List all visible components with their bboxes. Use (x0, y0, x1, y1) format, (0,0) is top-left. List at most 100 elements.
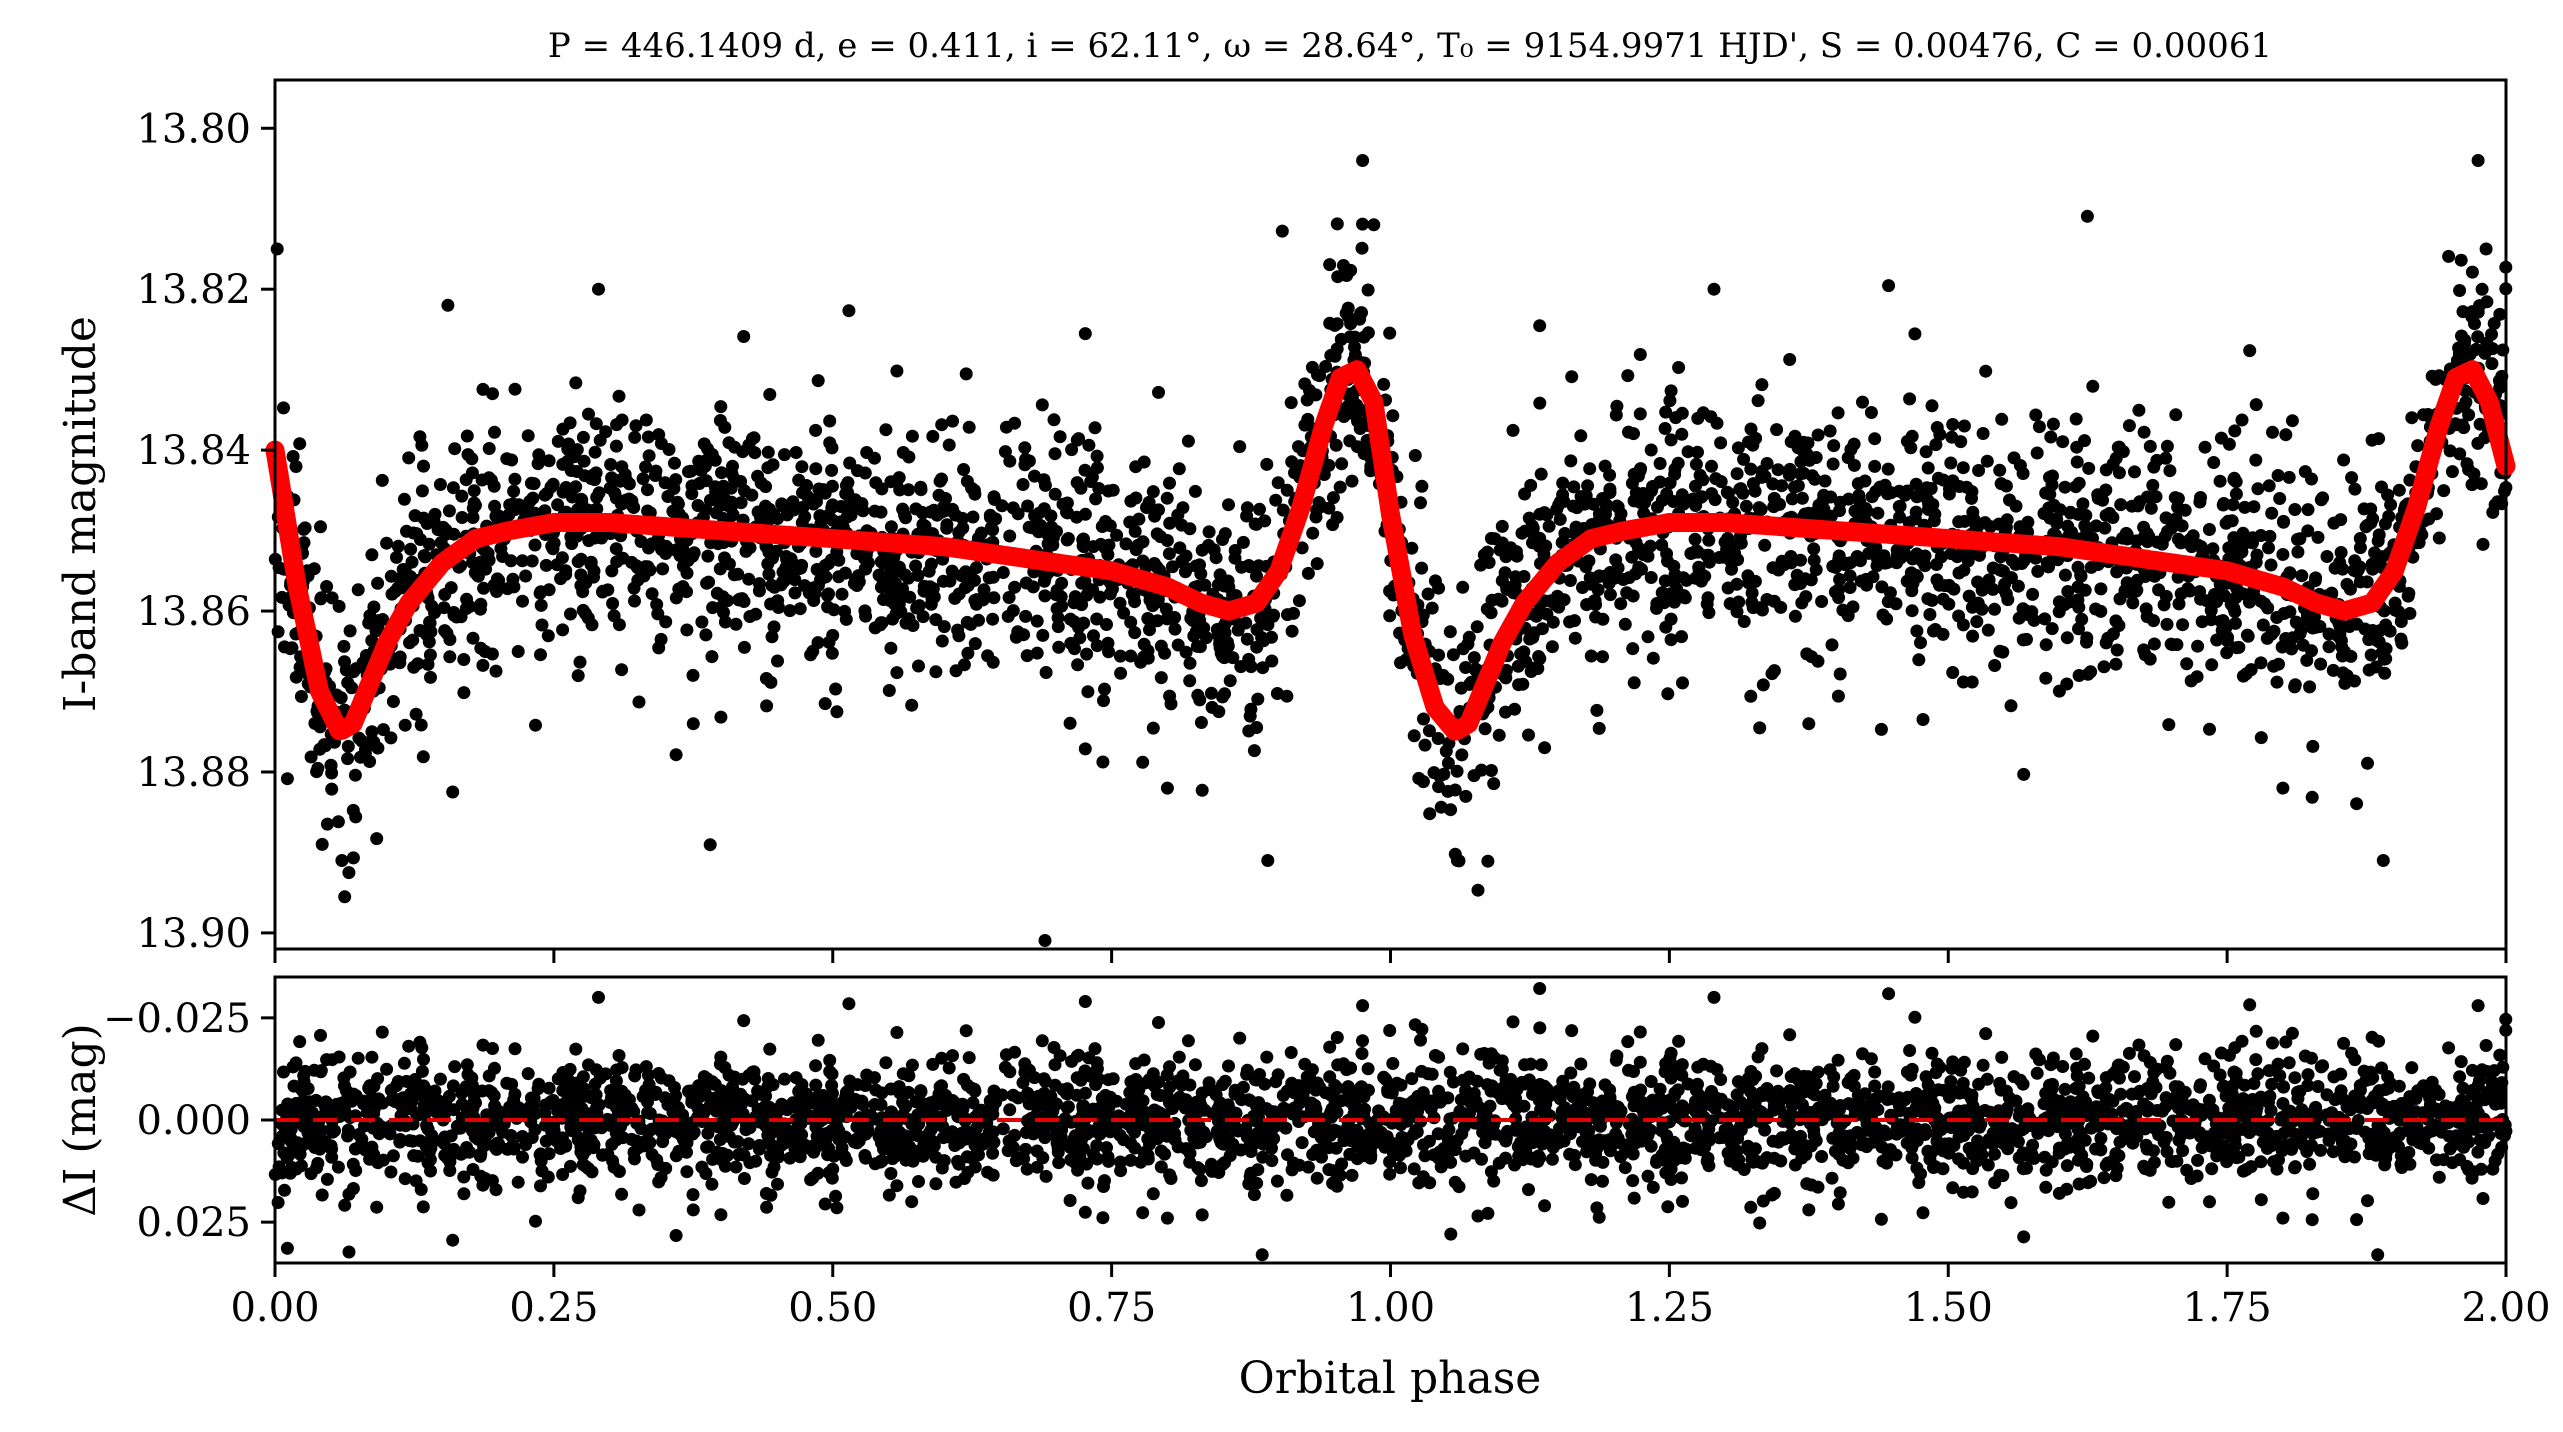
data-point (2133, 495, 2146, 508)
data-point (710, 493, 723, 506)
residual-point (2162, 1196, 2175, 1209)
data-point (2470, 343, 2483, 356)
data-point (1216, 690, 1229, 703)
data-point (1124, 650, 1137, 663)
data-point (1533, 508, 1546, 521)
data-point (748, 446, 761, 459)
residual-point (1471, 1075, 1484, 1088)
data-point (2255, 731, 2268, 744)
data-point (1860, 573, 1873, 586)
data-point (1031, 647, 1044, 660)
data-point (968, 488, 981, 501)
residual-point (343, 1246, 356, 1259)
data-point (2337, 454, 2350, 467)
residual-point (1634, 1026, 1647, 1039)
data-point (2181, 536, 2194, 549)
residual-point (1036, 1034, 1049, 1047)
data-point (1038, 589, 1051, 602)
data-point (1089, 421, 1102, 434)
data-point (2130, 585, 2143, 598)
residual-point (884, 1167, 897, 1180)
data-point (1196, 784, 1209, 797)
data-point (1880, 613, 1893, 626)
data-point (743, 610, 756, 623)
data-point (699, 628, 712, 641)
data-point (1807, 542, 1820, 555)
data-point (2392, 605, 2405, 618)
data-point (2485, 328, 2498, 341)
data-point (1472, 884, 1485, 897)
data-point (1922, 462, 1935, 475)
data-point (1574, 429, 1587, 442)
data-point (1778, 558, 1791, 571)
data-point (663, 443, 676, 456)
data-point (875, 506, 888, 519)
data-point (1593, 722, 1606, 735)
data-point (1952, 610, 1965, 623)
residual-point (314, 1029, 327, 1042)
data-point (2272, 469, 2285, 482)
data-point (1163, 477, 1176, 490)
data-point (574, 656, 587, 669)
data-point (315, 591, 328, 604)
data-point (1017, 478, 1030, 491)
data-point (725, 467, 738, 480)
data-point (2010, 500, 2023, 513)
data-point (2321, 550, 2334, 563)
data-point (1441, 785, 1454, 798)
data-point (1012, 507, 1025, 520)
residual-point (705, 1178, 718, 1191)
data-point (686, 479, 699, 492)
data-point (1564, 454, 1577, 467)
residual-point (2250, 1025, 2263, 1038)
data-point (1676, 488, 1689, 501)
data-point (418, 549, 431, 562)
data-point (610, 440, 623, 453)
data-point (1848, 459, 1861, 472)
data-point (2263, 479, 2276, 492)
data-point (1301, 413, 1314, 426)
residual-point (760, 1187, 773, 1200)
data-point (615, 663, 628, 676)
data-point (819, 570, 832, 583)
data-point (1665, 384, 1678, 397)
data-point (2329, 562, 2342, 575)
data-point (718, 551, 731, 564)
data-point (2237, 527, 2250, 540)
data-point (2081, 210, 2094, 223)
data-point (1538, 741, 1551, 754)
residual-point (1107, 1072, 1120, 1085)
data-point (812, 636, 825, 649)
data-point (277, 401, 290, 414)
data-point (2350, 797, 2363, 810)
data-point (957, 463, 970, 476)
data-point (1759, 470, 1772, 483)
data-point (1081, 685, 1094, 698)
residual-point (783, 1152, 796, 1165)
data-point (1129, 460, 1142, 473)
data-point (293, 437, 306, 450)
residual-point (522, 1067, 535, 1080)
data-point (1237, 536, 1250, 549)
data-point (1355, 306, 1368, 319)
data-point (1499, 706, 1512, 719)
data-point (1655, 539, 1668, 552)
data-point (1714, 436, 1727, 449)
data-point (890, 666, 903, 679)
residual-point (1564, 1067, 1577, 1080)
residual-point (1079, 1206, 1092, 1219)
data-point (1487, 777, 1500, 790)
data-point (620, 474, 633, 487)
data-point (986, 613, 999, 626)
data-point (417, 750, 430, 763)
data-point (2044, 431, 2057, 444)
data-point (1415, 562, 1428, 575)
residual-point (766, 1166, 779, 1179)
data-point (1614, 597, 1627, 610)
data-point (2453, 284, 2466, 297)
data-point (1564, 574, 1577, 587)
data-point (1894, 551, 1907, 564)
data-point (1419, 739, 1432, 752)
data-point (1218, 651, 1231, 664)
